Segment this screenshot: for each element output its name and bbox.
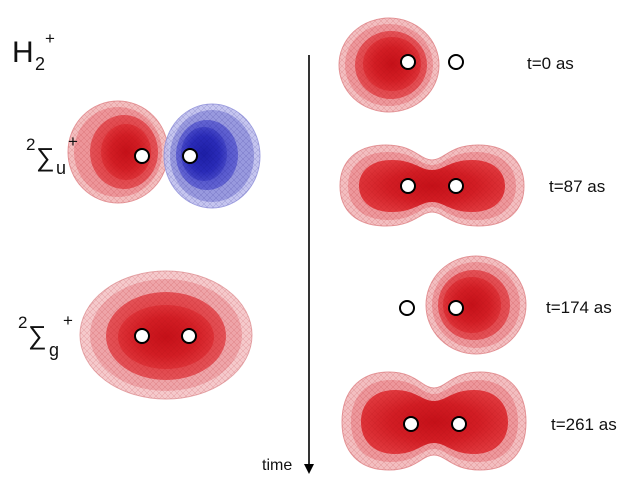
nucleus-charged [448,300,464,316]
sigma-u-orbital [67,100,261,209]
nucleus-right [448,178,464,194]
negative-lobe [163,103,261,209]
title-subscript: 2 [35,54,45,74]
sigma-g-multiplicity: 2 [18,313,27,332]
sigma-g-superscript: + [63,311,73,330]
nucleus-left [134,328,150,344]
sigma-u-label: 2 ∑ u + [26,132,78,178]
nucleus-left [403,416,419,432]
sigma-u-superscript: + [68,132,78,151]
nucleus-left [400,178,416,194]
time-axis: time [262,55,314,474]
sigma-g-label: 2 ∑ g + [18,311,73,360]
snapshot-t174-label: t=174 as [546,298,612,317]
snapshot-t174: t=174 as [399,255,612,355]
nucleus-right [451,416,467,432]
nucleus-empty [399,300,415,316]
snapshot-t0: t=0 as [338,17,574,113]
nucleus-right [181,328,197,344]
positive-lobe [67,100,169,204]
sigma-g-symbol: ∑ [28,320,47,350]
nucleus-left [134,148,150,164]
sigma-u-symbol: ∑ [36,142,55,172]
title-main: H [12,36,34,69]
snapshot-t87-label: t=87 as [549,177,605,196]
title-superscript: + [45,29,55,48]
snapshot-t261: t=261 as [341,371,617,471]
sigma-u-subscript: u [56,158,66,178]
snapshot-t0-label: t=0 as [527,54,574,73]
snapshot-t87: t=87 as [339,144,605,227]
sigma-g-subscript: g [49,340,59,360]
time-axis-label: time [262,457,292,474]
arrow-down-icon [304,464,314,474]
nucleus-charged [400,54,416,70]
molecule-title: H 2 + [12,29,55,74]
sigma-u-multiplicity: 2 [26,135,35,154]
nucleus-right [182,148,198,164]
sigma-g-orbital [79,270,253,400]
nucleus-empty [448,54,464,70]
snapshot-t261-label: t=261 as [551,415,617,434]
